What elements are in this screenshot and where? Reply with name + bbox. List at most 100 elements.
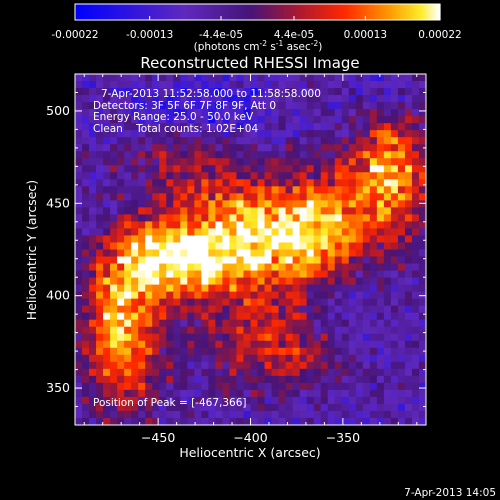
heatmap-cell <box>215 186 223 194</box>
heatmap-cell <box>355 207 364 215</box>
heatmap-cell <box>187 396 195 405</box>
heatmap-cell <box>348 319 357 328</box>
heatmap-cell <box>194 312 202 321</box>
heatmap-cell <box>103 235 111 243</box>
heatmap-cell <box>327 165 336 173</box>
heatmap-cell <box>180 207 188 215</box>
heatmap-cell <box>418 396 427 405</box>
heatmap-cell <box>285 137 294 145</box>
heatmap-cell <box>257 361 266 370</box>
heatmap-cell <box>236 74 244 82</box>
heatmap-cell <box>117 158 125 166</box>
colorbar-cell <box>185 4 189 20</box>
heatmap-cell <box>376 249 385 258</box>
heatmap-cell <box>131 109 139 117</box>
heatmap-cell <box>215 277 223 286</box>
heatmap-cell <box>369 361 378 370</box>
colorbar-cell <box>327 4 331 20</box>
heatmap-cell <box>250 284 259 293</box>
heatmap-cell <box>299 340 308 349</box>
heatmap-cell <box>103 144 111 152</box>
heatmap-cell <box>299 403 308 412</box>
heatmap-cell <box>362 151 371 159</box>
heatmap-cell <box>166 403 174 412</box>
heatmap-cell <box>159 235 167 243</box>
heatmap-cell <box>152 88 160 96</box>
heatmap-cell <box>138 410 146 419</box>
heatmap-cell <box>418 81 427 89</box>
heatmap-cell <box>145 151 153 159</box>
heatmap-cell <box>117 249 125 258</box>
heatmap-cell <box>159 221 167 229</box>
heatmap-cell <box>383 256 392 265</box>
heatmap-cell <box>152 270 160 279</box>
colorbar-cell <box>282 4 286 20</box>
heatmap-cell <box>292 158 301 166</box>
heatmap-cell <box>103 361 111 370</box>
heatmap-cell <box>89 193 97 201</box>
heatmap-cell <box>299 144 308 152</box>
heatmap-cell <box>75 417 83 426</box>
heatmap-cell <box>180 347 188 356</box>
heatmap-cell <box>201 263 209 272</box>
heatmap-cell <box>222 158 230 166</box>
heatmap-cell <box>411 354 420 363</box>
heatmap-cell <box>159 179 167 187</box>
heatmap-cell <box>103 382 111 391</box>
heatmap-cell <box>236 95 244 103</box>
heatmap-cell <box>376 417 385 426</box>
heatmap-cell <box>285 382 294 391</box>
heatmap-cell <box>383 88 392 96</box>
heatmap-cell <box>173 235 181 243</box>
heatmap-cell <box>418 305 427 314</box>
heatmap-cell <box>236 109 244 117</box>
heatmap-cell <box>390 270 399 279</box>
heatmap-cell <box>131 417 139 426</box>
heatmap-cell <box>404 340 413 349</box>
colorbar-cell <box>87 4 91 20</box>
heatmap-cell <box>278 123 287 131</box>
heatmap-cell <box>145 116 153 124</box>
heatmap-cell <box>243 165 251 173</box>
heatmap-cell <box>152 382 160 391</box>
heatmap-cell <box>75 326 83 335</box>
heatmap-cell <box>376 137 385 145</box>
heatmap-cell <box>299 74 308 82</box>
heatmap-cell <box>75 284 83 293</box>
heatmap-cell <box>313 298 322 307</box>
heatmap-cell <box>383 172 392 180</box>
heatmap-cell <box>236 116 244 124</box>
heatmap-cell <box>264 158 273 166</box>
colorbar-cell <box>292 4 296 20</box>
heatmap-cell <box>250 242 259 250</box>
heatmap-cell <box>173 410 181 419</box>
heatmap-cell <box>299 417 308 426</box>
heatmap-cell <box>418 88 427 96</box>
heatmap-cell <box>103 242 111 250</box>
heatmap-cell <box>264 193 273 201</box>
heatmap-cell <box>117 410 125 419</box>
heatmap-cell <box>334 137 343 145</box>
colorbar-cell <box>210 4 214 20</box>
heatmap-cell <box>180 221 188 229</box>
heatmap-cell <box>110 228 118 236</box>
heatmap-cell <box>222 361 230 370</box>
heatmap-cell <box>390 172 399 180</box>
heatmap-cell <box>285 403 294 412</box>
heatmap-cell <box>152 249 160 258</box>
heatmap-cell <box>418 375 427 384</box>
colorbar-cell <box>407 4 411 20</box>
colorbar-cell <box>322 4 326 20</box>
heatmap-cell <box>320 235 329 243</box>
heatmap-cell <box>390 214 399 222</box>
heatmap-cell <box>299 130 308 138</box>
heatmap-cell <box>299 270 308 279</box>
heatmap-cell <box>194 74 202 82</box>
heatmap-cell <box>250 158 259 166</box>
heatmap-cell <box>124 165 132 173</box>
heatmap-cell <box>376 130 385 138</box>
heatmap-cell <box>397 158 406 166</box>
heatmap-cell <box>96 116 104 124</box>
heatmap-cell <box>229 193 237 201</box>
